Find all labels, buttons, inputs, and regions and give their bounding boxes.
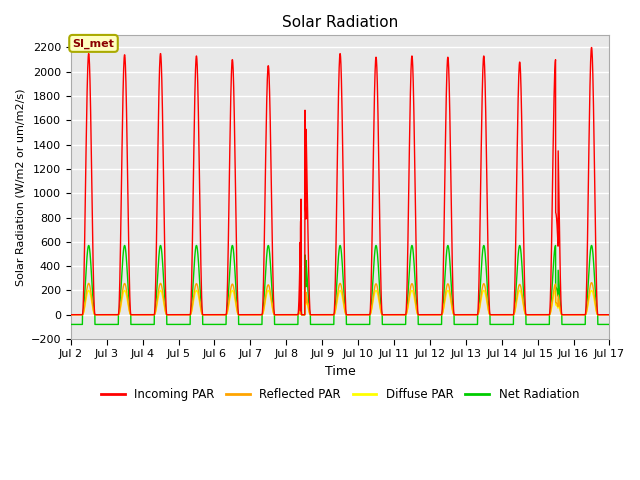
X-axis label: Time: Time (324, 365, 355, 378)
Title: Solar Radiation: Solar Radiation (282, 15, 398, 30)
Y-axis label: Solar Radiation (W/m2 or um/m2/s): Solar Radiation (W/m2 or um/m2/s) (15, 88, 25, 286)
Legend: Incoming PAR, Reflected PAR, Diffuse PAR, Net Radiation: Incoming PAR, Reflected PAR, Diffuse PAR… (97, 384, 584, 406)
Text: SI_met: SI_met (72, 38, 115, 48)
